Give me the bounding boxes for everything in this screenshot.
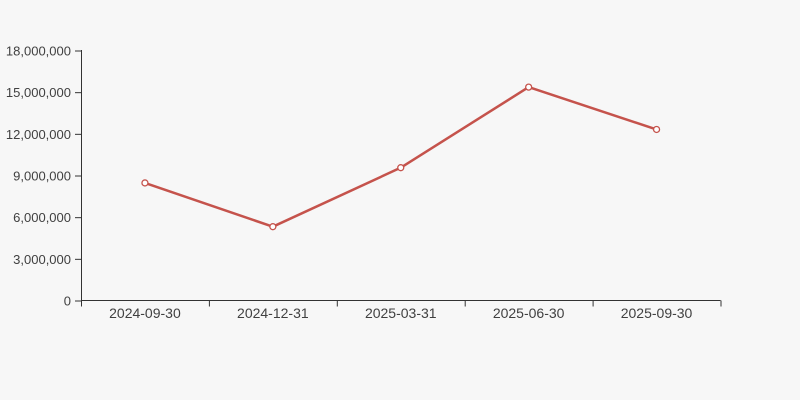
data-point-marker[interactable] [525,83,533,91]
x-axis-tick-label: 2024-12-31 [237,305,309,321]
y-axis-tick-label: 12,000,000 [6,127,71,142]
y-axis-tick-label: 0 [64,294,71,309]
x-axis-tick-label: 2025-06-30 [493,305,565,321]
y-axis-tick-label: 9,000,000 [13,169,71,184]
y-axis-tick-label: 18,000,000 [6,44,71,59]
y-axis-tick-label: 3,000,000 [13,252,71,267]
x-axis-tick-label: 2024-09-30 [109,305,181,321]
data-line [143,85,658,228]
data-point-marker[interactable] [652,125,661,134]
data-point-marker[interactable] [397,164,405,172]
x-axis-tick-label: 2025-03-31 [365,305,437,321]
data-point-marker[interactable] [269,223,277,231]
y-axis-tick-label: 6,000,000 [13,210,71,225]
y-axis-tick-label: 15,000,000 [6,85,71,100]
data-point-marker[interactable] [141,179,149,187]
x-axis-tick-label: 2025-09-30 [621,305,693,321]
